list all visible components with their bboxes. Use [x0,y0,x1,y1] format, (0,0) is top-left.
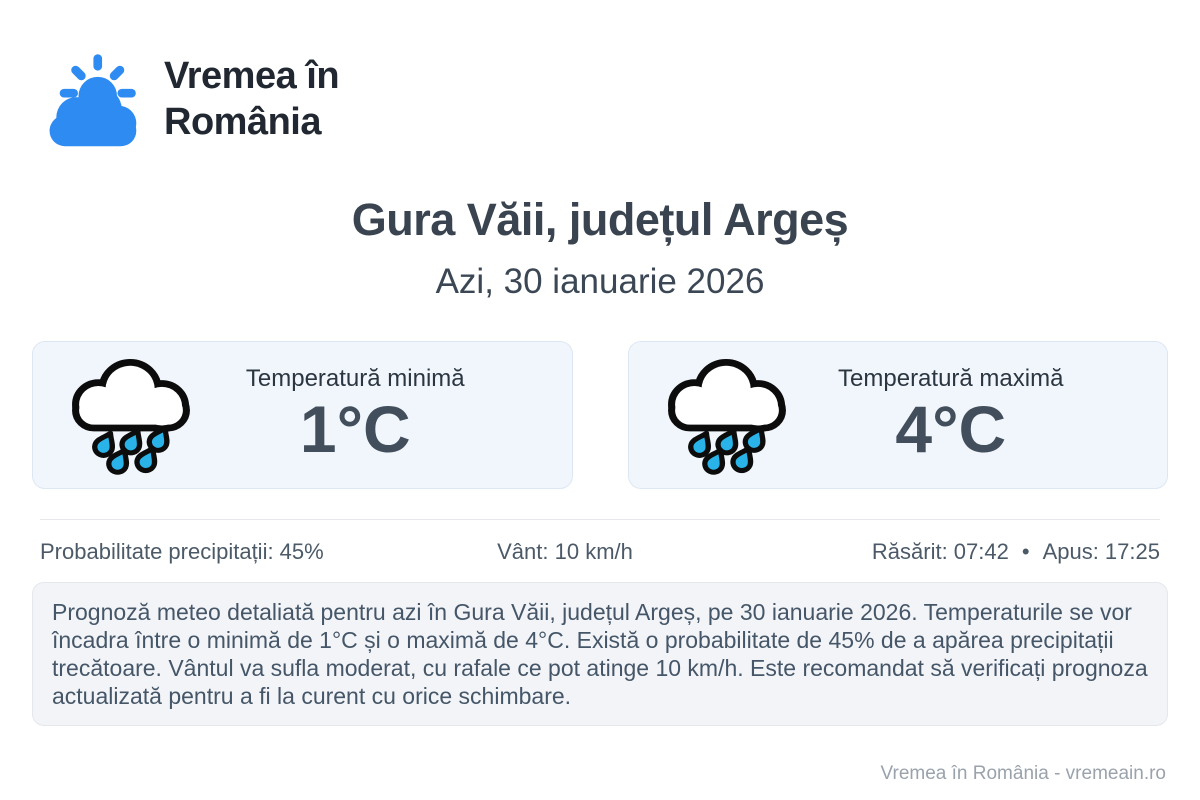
min-temperature-label: Temperatură minimă [245,365,465,393]
brand-name: Vremea în România [164,53,340,145]
stats-divider [40,519,1160,520]
brand-name-line2: România [164,101,321,143]
dot-separator: • [1021,539,1030,564]
min-temperature-card: Temperatură minimă 1°C [32,341,573,489]
stats-row: Probabilitate precipitații: 45% Vânt: 10… [40,538,1160,566]
page-title: Gura Văii, județul Argeș [351,194,849,245]
max-temperature-text: Temperatură maximă 4°C [793,365,1168,464]
brand: Vremea în România [38,46,340,152]
sun-times-stat: Răsărit: 07:42 • Apus: 17:25 [740,538,1160,566]
min-temperature-text: Temperatură minimă 1°C [197,365,572,464]
max-temperature-label: Temperatură maximă [838,365,1064,393]
precipitation-stat: Probabilitate precipitații: 45% [40,539,324,564]
sun-cloud-logo-icon [49,54,137,147]
rain-cloud-icon [667,359,786,475]
max-temperature-card: Temperatură maximă 4°C [627,341,1168,489]
max-temperature-value: 4°C [895,392,1007,467]
sunrise-stat: Răsărit: 07:42 [871,539,1009,564]
date-subtitle: Azi, 30 ianuarie 2026 [435,262,765,301]
min-temperature-value: 1°C [299,392,411,467]
sunset-stat: Apus: 17:25 [1042,539,1160,564]
footer-credit: Vremea în România - vremeain.ro [880,763,1166,784]
brand-name-line1: Vremea în [164,55,340,97]
temperature-cards: Temperatură minimă 1°C [32,341,1168,489]
rain-cloud-icon [72,359,190,475]
wind-stat: Vânt: 10 km/h [497,539,633,564]
forecast-description: Prognoză meteo detaliată pentru azi în G… [32,582,1168,726]
